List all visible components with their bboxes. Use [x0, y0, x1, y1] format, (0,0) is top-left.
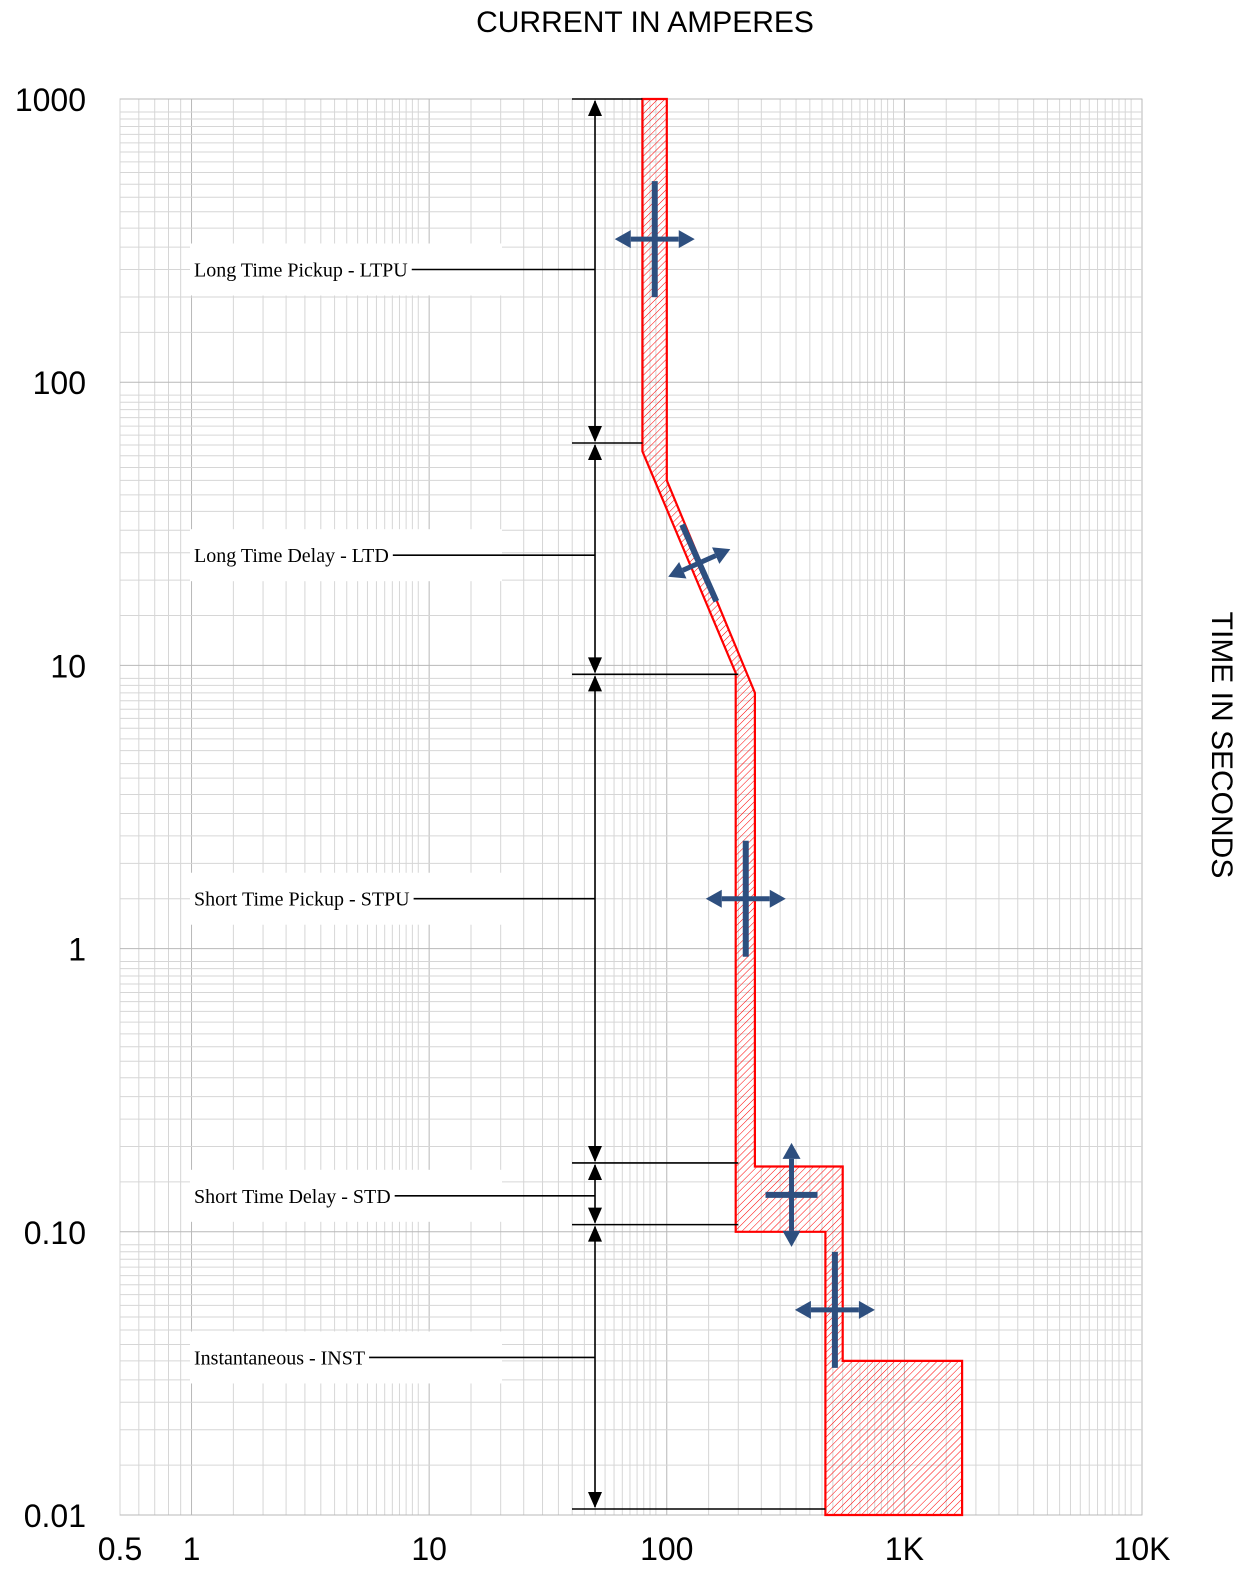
arrowhead-down	[588, 1145, 602, 1162]
arrow-shaft	[681, 553, 717, 573]
plot-area	[119, 98, 1143, 1516]
arrow-head	[858, 1300, 875, 1319]
x-tick-label: 1	[183, 1531, 201, 1567]
arrowhead-up	[588, 1225, 602, 1242]
region-1: Long Time Delay - LTD	[190, 443, 602, 674]
y-tick-labels: 1000 100 10 1 0.10 0.01	[15, 82, 86, 1534]
x-tick-label: 10K	[1114, 1531, 1171, 1567]
y-tick-label: 1	[68, 932, 86, 968]
y-tick-label: 100	[33, 365, 86, 401]
arrow-head	[794, 1300, 811, 1319]
arrow-head	[614, 230, 631, 249]
arrowhead-down	[588, 1207, 602, 1224]
trip-band	[641, 97, 964, 1517]
region-0: Long Time Pickup - LTPU	[190, 100, 602, 442]
arrowhead-up	[588, 675, 602, 692]
arrow-head	[668, 562, 687, 579]
y-tick-label: 10	[50, 648, 86, 684]
std-adjust-marker	[765, 1142, 818, 1247]
region-3: Short Time Delay - STD	[190, 1163, 602, 1224]
region-label: Long Time Pickup - LTPU	[194, 260, 408, 282]
x-tick-label: 1K	[885, 1531, 924, 1567]
y-tick-label: 0.10	[24, 1215, 86, 1251]
y-tick-label: 0.01	[24, 1498, 86, 1534]
region-2: Short Time Pickup - STPU	[190, 675, 602, 1162]
arrowhead-down	[588, 425, 602, 442]
x-tick-labels: 0.5 1 10 100 1K 10K	[98, 1531, 1171, 1567]
y-tick-label: 1000	[15, 82, 86, 118]
x-tick-label: 100	[640, 1531, 693, 1567]
region-label: Long Time Delay - LTD	[194, 545, 389, 567]
plot-grid	[119, 98, 1143, 1516]
region-label: Short Time Delay - STD	[194, 1186, 391, 1208]
inst-adjust-marker	[794, 1251, 875, 1368]
arrow-head	[712, 547, 731, 564]
arrow-head	[705, 889, 722, 908]
arrowhead-up	[588, 443, 602, 460]
region-4: Instantaneous - INST	[190, 1225, 602, 1508]
region-label: Short Time Pickup - STPU	[194, 889, 410, 911]
chart-title: CURRENT IN AMPERES	[476, 6, 814, 39]
region-label: Instantaneous - INST	[194, 1347, 365, 1369]
region-annotations: Long Time Pickup - LTPU Long Time Delay -…	[190, 98, 826, 1510]
ltd-adjust-marker	[668, 523, 731, 603]
stpu-adjust-marker	[705, 840, 786, 957]
ltpu-adjust-marker	[614, 181, 695, 298]
adjustment-arrows	[614, 181, 875, 1368]
arrowhead-up	[588, 100, 602, 116]
arrow-head	[782, 1142, 801, 1159]
trip-band-area	[641, 97, 964, 1517]
y-axis-label: TIME IN SECONDS	[1205, 612, 1238, 879]
arrowhead-down	[588, 1491, 602, 1508]
arrowhead-down	[588, 657, 602, 674]
arrow-head	[782, 1230, 801, 1247]
arrowhead-up	[588, 1163, 602, 1180]
x-tick-label: 0.5	[98, 1531, 142, 1567]
arrow-head	[678, 230, 695, 249]
x-tick-label: 10	[411, 1531, 447, 1567]
arrow-head	[769, 889, 786, 908]
